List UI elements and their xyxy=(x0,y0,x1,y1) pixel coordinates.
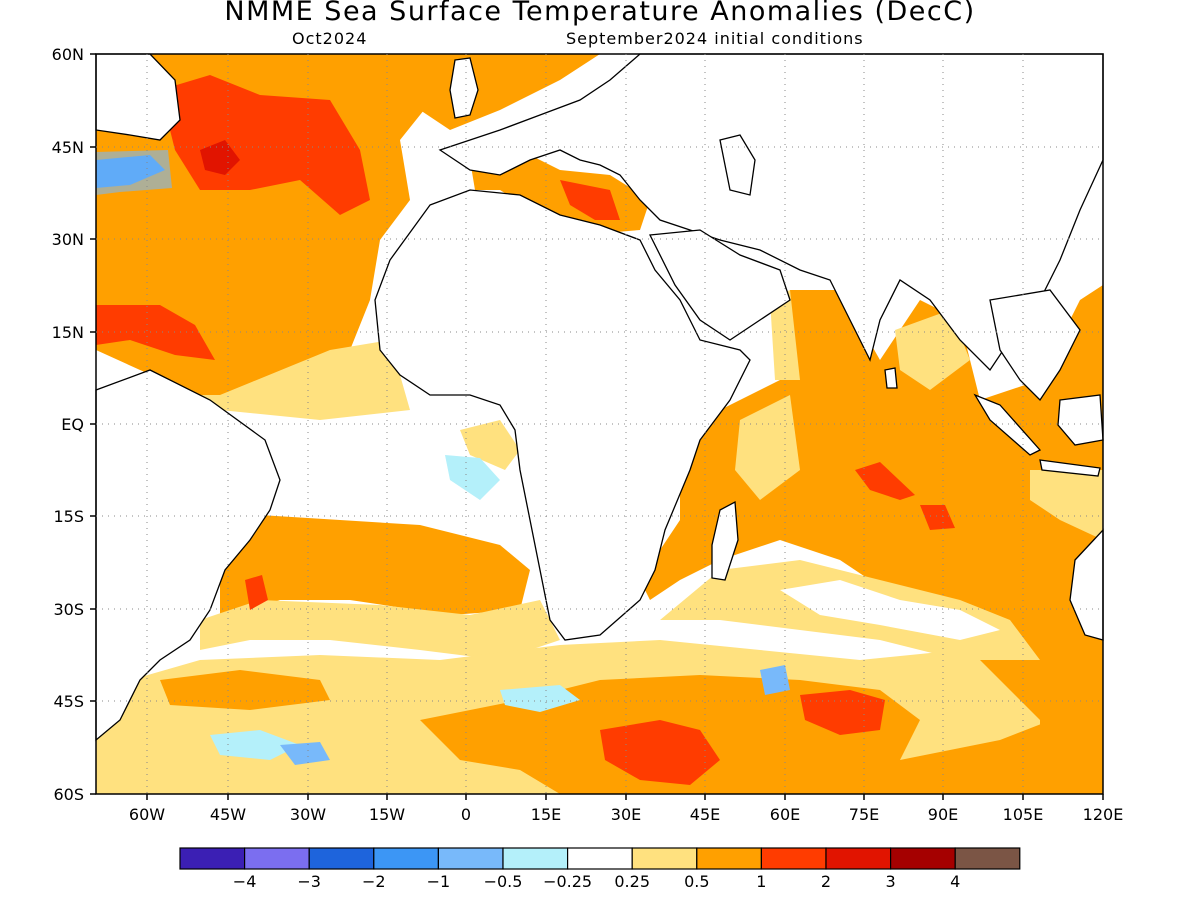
legend-label: −2 xyxy=(362,872,386,891)
sri-lanka xyxy=(884,367,898,389)
lat-label: 45N xyxy=(52,138,84,157)
lat-label: EQ xyxy=(61,415,84,434)
s-atlantic-hot-spot xyxy=(245,575,268,610)
lat-label: 30S xyxy=(53,600,84,619)
legend-label: −0.5 xyxy=(484,872,523,891)
legend-label: 1 xyxy=(756,872,766,891)
lon-label: 120E xyxy=(1083,805,1124,824)
south-america-coast xyxy=(95,369,281,742)
caspian xyxy=(719,134,756,196)
lon-labels: 60W 45W 30W 15W 0 15E 30E 45E 60E 75E 90… xyxy=(129,805,1123,824)
s-ocean-hot-1 xyxy=(600,720,720,785)
s-ocean-hot-2 xyxy=(800,690,885,735)
lat-label: 60S xyxy=(53,785,84,804)
arabia-coast xyxy=(648,229,791,341)
indonesia-weak xyxy=(1030,470,1103,540)
lat-label: 60N xyxy=(52,45,84,64)
legend-swatch xyxy=(631,847,698,870)
lon-label: 0 xyxy=(461,805,471,824)
legend-label: −1 xyxy=(427,872,451,891)
indian-ocean-hot-1 xyxy=(855,462,915,500)
europe-coast xyxy=(438,53,1104,372)
sumatra xyxy=(973,393,1042,456)
legend-label: −4 xyxy=(233,872,257,891)
legend-swatch xyxy=(954,847,1021,870)
s-atlantic-weak xyxy=(200,600,560,660)
lat-label: 30N xyxy=(52,230,84,249)
legend-swatch xyxy=(179,847,246,870)
s-atlantic-warm xyxy=(220,515,530,620)
legend-label: 0.25 xyxy=(614,872,650,891)
lat-label: 45S xyxy=(53,692,84,711)
lon-label: 45E xyxy=(690,805,720,824)
borneo xyxy=(1057,394,1104,446)
legend-label: 2 xyxy=(821,872,831,891)
lon-label: 15W xyxy=(369,805,405,824)
agulhas-cool xyxy=(500,685,580,712)
s-atlantic-cool-patch xyxy=(445,455,500,500)
australia-coast xyxy=(1069,528,1104,641)
arabian-sea-weak xyxy=(770,290,800,380)
s-atlantic-cold-2 xyxy=(280,742,330,765)
s-atlantic-cool-2 xyxy=(210,730,300,760)
south-indian-cold xyxy=(760,665,790,695)
indian-ocean-weak-w xyxy=(735,395,800,500)
n-atlantic-hot xyxy=(160,75,370,215)
nw-atlantic-cool xyxy=(96,150,172,195)
lon-label: 75E xyxy=(849,805,879,824)
gulf-guinea-weak xyxy=(460,420,520,470)
bay-bengal-weak xyxy=(895,310,970,390)
target-month: Oct2024 xyxy=(292,29,368,48)
legend-swatch xyxy=(373,847,439,870)
africa-coast xyxy=(374,189,751,641)
ticks xyxy=(90,53,1104,800)
legend-swatch xyxy=(437,847,504,870)
subtrop-atlantic-weak xyxy=(180,340,410,420)
indochina xyxy=(989,289,1081,402)
lon-label: 45W xyxy=(210,805,246,824)
lat-labels: 60N 45N 30N 15N EQ 15S 30S 45S 60S xyxy=(52,45,84,804)
lon-label: 30W xyxy=(290,805,326,824)
southern-ocean-warm xyxy=(420,675,1103,794)
legend-swatch xyxy=(308,847,375,870)
java xyxy=(1039,459,1101,477)
caribbean-hot xyxy=(96,305,215,360)
initial-conditions: September2024 initial conditions xyxy=(566,29,864,48)
lon-label: 105E xyxy=(1003,805,1044,824)
lon-label: 15E xyxy=(531,805,561,824)
lon-label: 60E xyxy=(770,805,800,824)
legend-swatch xyxy=(760,847,827,870)
legend-swatch xyxy=(502,847,569,870)
lon-label: 60W xyxy=(129,805,165,824)
legend-label: −3 xyxy=(297,872,321,891)
mediterranean-hot xyxy=(560,180,620,220)
color-legend: −4 −3 −2 −1 −0.5 −0.25 0.25 0.5 1 2 3 4 xyxy=(179,847,1021,891)
map-title: NMME Sea Surface Temperature Anomalies (… xyxy=(224,0,976,27)
coastlines xyxy=(95,53,1104,742)
n-atlantic-very-hot xyxy=(200,140,240,175)
lon-label: 90E xyxy=(928,805,958,824)
british-isles xyxy=(449,57,479,119)
legend-label: 3 xyxy=(886,872,896,891)
newfoundland xyxy=(95,53,181,141)
legend-swatch xyxy=(889,847,956,870)
legend-swatch xyxy=(825,847,892,870)
s-atlantic-warm-2 xyxy=(160,670,330,710)
lat-label: 15S xyxy=(53,507,84,526)
lon-label: 30E xyxy=(611,805,641,824)
legend-label: −0.25 xyxy=(543,872,592,891)
legend-label: 0.5 xyxy=(684,872,709,891)
legend-swatch xyxy=(244,847,310,870)
indian-ocean-hot-2 xyxy=(920,505,955,530)
indian-ocean-neutral-s xyxy=(780,580,1000,640)
legend-swatch xyxy=(696,847,762,870)
legend-label: 4 xyxy=(950,872,960,891)
legend-swatch xyxy=(566,847,633,870)
lat-label: 15N xyxy=(52,323,84,342)
madagascar xyxy=(711,500,739,581)
